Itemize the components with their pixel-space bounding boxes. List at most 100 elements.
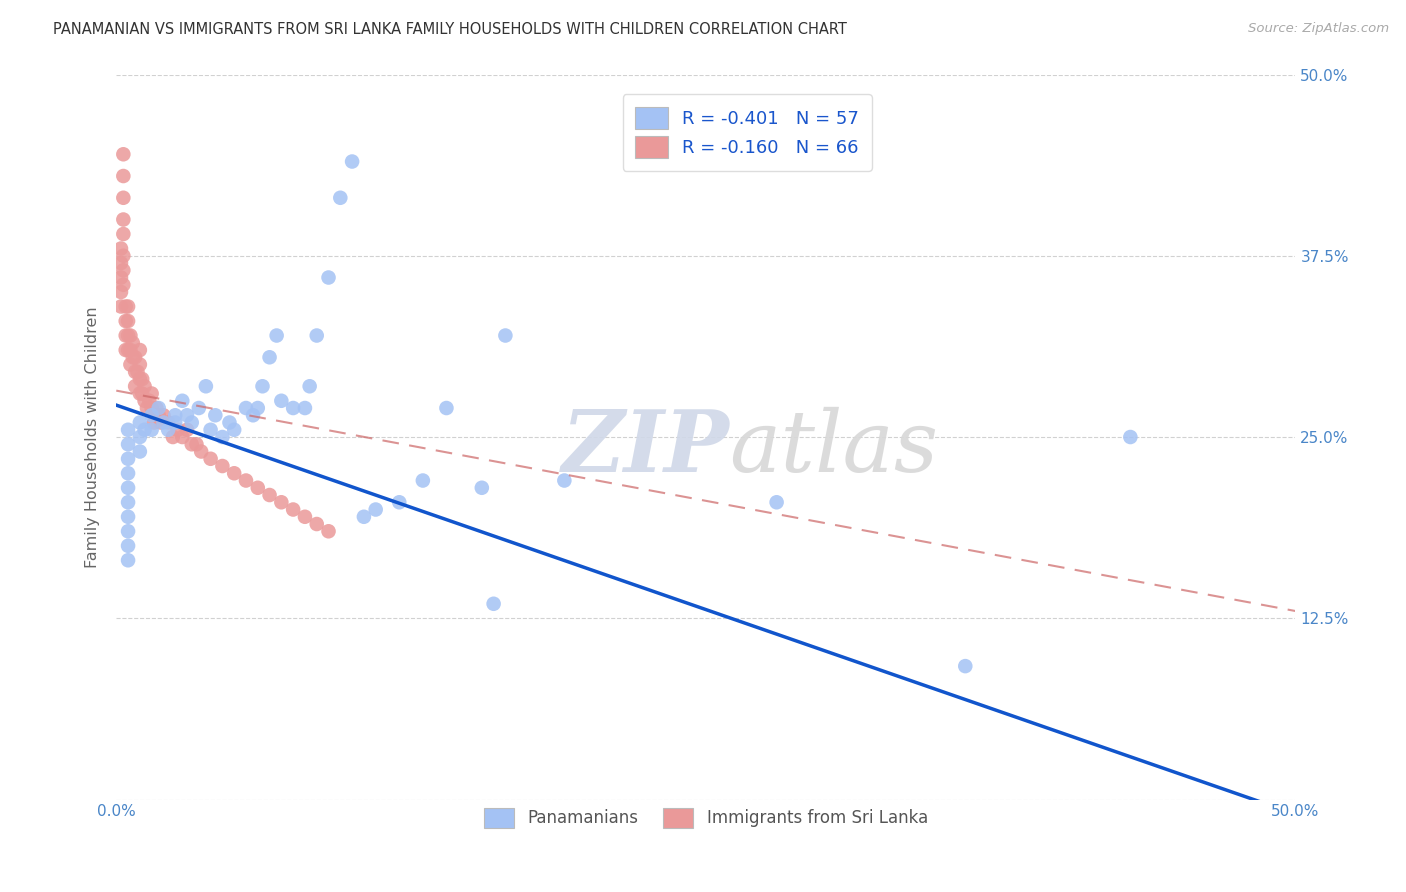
Point xyxy=(364,502,387,516)
Point xyxy=(150,416,173,430)
Point xyxy=(112,191,135,205)
Point xyxy=(117,539,139,553)
Point xyxy=(117,343,139,357)
Point xyxy=(186,437,208,451)
Point xyxy=(138,393,160,408)
Point xyxy=(120,328,142,343)
Point xyxy=(112,212,135,227)
Point xyxy=(200,423,222,437)
Point xyxy=(134,379,156,393)
Point xyxy=(482,597,505,611)
Point xyxy=(124,365,146,379)
Point xyxy=(252,379,274,393)
Legend: Panamanians, Immigrants from Sri Lanka: Panamanians, Immigrants from Sri Lanka xyxy=(477,801,935,835)
Point xyxy=(224,423,246,437)
Point xyxy=(305,328,328,343)
Point xyxy=(117,524,139,539)
Point xyxy=(259,488,281,502)
Point xyxy=(117,509,139,524)
Point xyxy=(318,270,340,285)
Point xyxy=(224,467,246,481)
Point xyxy=(176,409,198,423)
Point xyxy=(110,300,132,314)
Point xyxy=(117,314,139,328)
Point xyxy=(128,430,150,444)
Point xyxy=(112,147,135,161)
Text: atlas: atlas xyxy=(730,407,939,489)
Point xyxy=(128,444,150,458)
Point xyxy=(172,393,194,408)
Point xyxy=(281,401,304,415)
Point xyxy=(127,365,149,379)
Point xyxy=(112,227,135,241)
Point xyxy=(305,516,328,531)
Point xyxy=(152,409,174,423)
Point xyxy=(141,409,163,423)
Point xyxy=(246,481,269,495)
Point xyxy=(117,300,139,314)
Point xyxy=(318,524,340,539)
Text: PANAMANIAN VS IMMIGRANTS FROM SRI LANKA FAMILY HOUSEHOLDS WITH CHILDREN CORRELAT: PANAMANIAN VS IMMIGRANTS FROM SRI LANKA … xyxy=(53,22,848,37)
Point xyxy=(266,328,288,343)
Point xyxy=(110,270,132,285)
Point xyxy=(110,285,132,299)
Point xyxy=(117,495,139,509)
Point xyxy=(270,495,292,509)
Point xyxy=(166,423,188,437)
Point xyxy=(259,351,281,365)
Point xyxy=(765,495,787,509)
Point xyxy=(211,458,233,473)
Text: ZIP: ZIP xyxy=(561,406,730,490)
Text: Source: ZipAtlas.com: Source: ZipAtlas.com xyxy=(1249,22,1389,36)
Point xyxy=(141,386,163,401)
Point xyxy=(136,401,159,415)
Point xyxy=(200,451,222,466)
Point xyxy=(112,277,135,292)
Point xyxy=(117,328,139,343)
Point xyxy=(553,474,575,488)
Point xyxy=(246,401,269,415)
Point xyxy=(128,358,150,372)
Point xyxy=(112,263,135,277)
Point xyxy=(211,430,233,444)
Point xyxy=(120,358,142,372)
Point xyxy=(190,444,212,458)
Point xyxy=(172,430,194,444)
Point xyxy=(143,416,166,430)
Point xyxy=(117,437,139,451)
Point xyxy=(117,467,139,481)
Point xyxy=(148,401,170,415)
Point xyxy=(165,409,187,423)
Point xyxy=(124,351,146,365)
Point xyxy=(117,553,139,567)
Point xyxy=(270,393,292,408)
Point xyxy=(235,401,257,415)
Point xyxy=(134,393,156,408)
Point xyxy=(134,423,156,437)
Point xyxy=(471,481,494,495)
Point xyxy=(141,401,163,415)
Point xyxy=(157,416,180,430)
Point xyxy=(157,423,180,437)
Point xyxy=(152,416,174,430)
Point xyxy=(436,401,458,415)
Point xyxy=(128,416,150,430)
Point xyxy=(187,401,209,415)
Point xyxy=(121,351,143,365)
Point xyxy=(176,423,198,437)
Point xyxy=(120,343,142,357)
Point xyxy=(124,379,146,393)
Point xyxy=(294,401,316,415)
Point xyxy=(117,423,139,437)
Point xyxy=(141,423,163,437)
Point xyxy=(340,154,363,169)
Y-axis label: Family Households with Children: Family Households with Children xyxy=(86,306,100,568)
Point xyxy=(180,437,202,451)
Point xyxy=(128,386,150,401)
Point xyxy=(114,300,136,314)
Point xyxy=(162,430,184,444)
Point xyxy=(128,372,150,386)
Point xyxy=(388,495,411,509)
Point xyxy=(117,481,139,495)
Point xyxy=(131,372,153,386)
